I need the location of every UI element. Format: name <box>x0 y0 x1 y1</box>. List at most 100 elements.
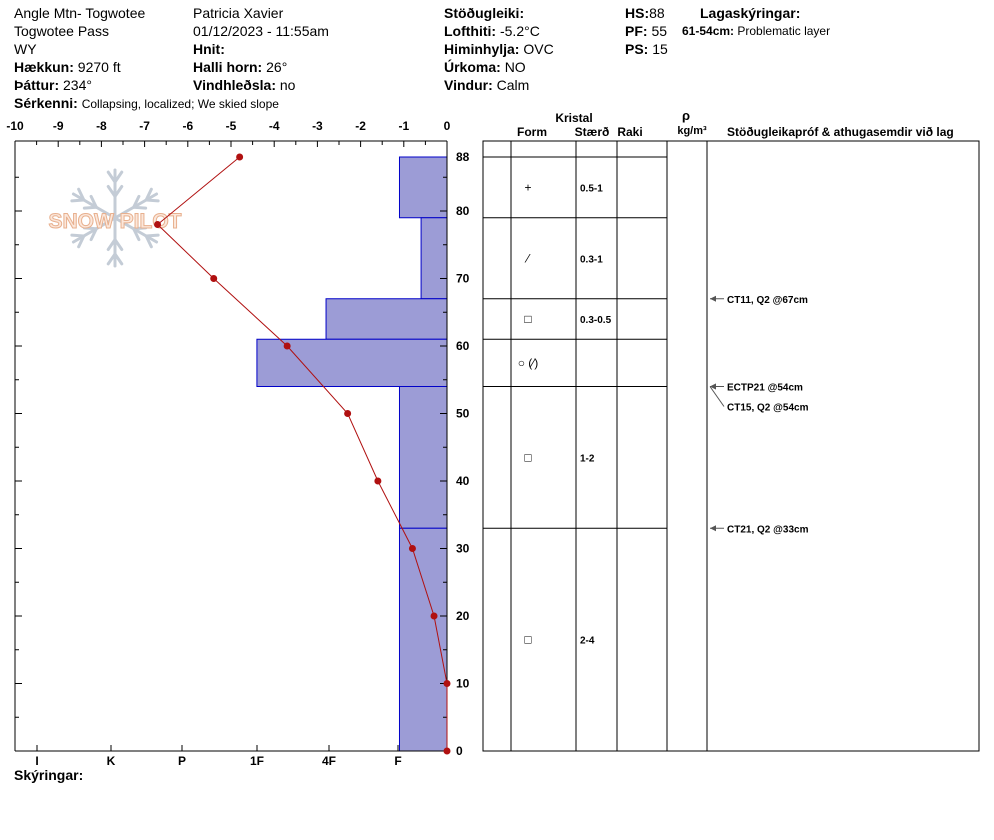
snowflake-branch <box>132 227 141 242</box>
ps-field: PS: 15 <box>625 40 668 58</box>
precip-label: Úrkoma: <box>444 59 501 75</box>
temp-point <box>443 680 451 687</box>
test-label: ECTP21 @54cm <box>727 383 803 394</box>
snowflake-branch <box>82 226 98 231</box>
depth-tick-label: 60 <box>456 339 470 353</box>
wind-value: Calm <box>496 77 530 93</box>
layer-note-text: Problematic layer <box>737 24 831 38</box>
layer-form: □ <box>524 312 531 326</box>
wind-loading-field: Vindhleðsla: no <box>193 76 295 94</box>
hardness-tick-label: F <box>394 754 401 768</box>
hardness-tick-label: 1F <box>250 754 264 768</box>
elevation-value: 9270 ft <box>77 59 121 75</box>
coords-label: Hnit: <box>193 41 225 57</box>
snowflake-branch <box>77 187 86 202</box>
layer-size: 0.3-0.5 <box>580 315 612 326</box>
hs-value: 88 <box>649 5 665 21</box>
hardness-bar <box>398 527 448 752</box>
location-name: Togwotee Pass <box>14 23 109 39</box>
ps-label: PS: <box>625 41 649 57</box>
temp-tick-label: -4 <box>269 119 280 133</box>
layer-notes-title: Lagaskýringar: <box>700 5 801 21</box>
hardness-bar <box>325 298 448 340</box>
snowflake-branch <box>144 233 160 238</box>
temp-point <box>236 153 244 161</box>
temp-point <box>210 275 218 282</box>
layer-size: 2-4 <box>580 636 595 647</box>
header-density-unit: kg/m³ <box>677 125 707 137</box>
pf-value: 55 <box>651 23 668 39</box>
snowflake-branch <box>106 238 117 252</box>
temp-point <box>374 477 382 485</box>
temp-point <box>430 612 438 620</box>
hs-label: HS: <box>625 5 650 21</box>
layer-note-range: 61-54cm: <box>682 24 735 38</box>
layer-form: □ <box>524 450 531 464</box>
notes-field: Skýringar: <box>14 766 83 784</box>
header-crystal: Kristal <box>555 111 592 125</box>
snowflake-branch <box>113 170 124 184</box>
temp-point <box>344 410 352 417</box>
header-moisture: Raki <box>617 125 642 139</box>
temp-line <box>156 156 448 751</box>
temp-tick-label: -9 <box>53 119 64 133</box>
temp-tick-label: -3 <box>312 119 323 133</box>
temp-tick-label: -7 <box>139 119 150 133</box>
hardness-bar <box>398 386 448 529</box>
snowflake-branch <box>89 194 98 209</box>
temp-point <box>283 342 291 350</box>
temp-tick-label: -6 <box>182 119 193 133</box>
depth-tick-label: 80 <box>456 204 470 218</box>
temp-tick-label: -5 <box>226 119 237 133</box>
precip-value: NO <box>504 59 526 75</box>
snowflake-branch <box>144 198 160 203</box>
stability-field: Stöðugleiki: <box>444 4 524 22</box>
hardness-bar <box>420 217 448 300</box>
snowflake-branch <box>70 233 86 238</box>
depth-tick-label: 10 <box>456 677 470 691</box>
ps-value: 15 <box>652 41 668 57</box>
snowflake-branch <box>89 227 98 242</box>
layer-notes-label: Lagaskýringar: <box>700 4 800 22</box>
watermark: SNOW PILOT <box>48 168 182 268</box>
layer-note: 61-54cm: Problematic layer <box>682 22 830 40</box>
snowflake-icon <box>70 168 160 268</box>
temperature-profile <box>154 153 451 755</box>
snowflake-branch <box>113 184 124 198</box>
stability-label: Stöðugleiki: <box>444 5 525 21</box>
table-border <box>482 140 980 752</box>
test-label: CT11, Q2 @67cm <box>727 295 808 306</box>
header-density-symbol: ρ <box>682 108 690 123</box>
layer-size: 0.5-1 <box>580 183 603 194</box>
observer-name: Patricia Xavier <box>193 5 284 21</box>
snowflake-branch <box>70 198 86 203</box>
chart-axes: -10 -9 -8 -7 -6 -5 -4 -3 -2 -1 0010203040506070808… <box>6 119 469 768</box>
temp-point <box>154 221 162 228</box>
snowflake-branch <box>82 205 98 210</box>
coords-field: Hnit: <box>193 40 225 58</box>
elevation-field: Hækkun: 9270 ft <box>14 58 121 76</box>
layer-form: ○ (⁄) <box>518 356 539 370</box>
aspect-label: Þáttur: <box>14 77 60 93</box>
sky-label: Himinhylja: <box>444 41 520 57</box>
features-label: Sérkenni: <box>14 95 78 111</box>
depth-tick-label: 40 <box>456 474 470 488</box>
aspect-value: 234° <box>63 77 92 93</box>
layer-table: +0.5-1 ⁄ 0.3-1 □ 0.3-0.5 ○ (⁄) □ 1-2 □ 2-4 CT11, Q… <box>482 140 980 752</box>
temp-point <box>408 545 416 552</box>
temp-tick-label: 0 <box>444 119 451 133</box>
depth-tick-label: 20 <box>456 609 470 623</box>
layer-form: ⁄ <box>524 251 531 265</box>
slope-field: Halli horn: 26° <box>193 58 287 76</box>
wind-loading-value: no <box>279 77 296 93</box>
header-form: Form <box>517 125 547 139</box>
test-arrow <box>709 386 725 407</box>
snowflake-branch <box>77 234 86 249</box>
aspect-field: Þáttur: 234° <box>14 76 92 94</box>
layer-form: □ <box>524 633 531 647</box>
elevation-label: Hækkun: <box>14 59 74 75</box>
test-label: CT15, Q2 @54cm <box>727 403 809 414</box>
wind-field: Vindur: Calm <box>444 76 529 94</box>
notes-label: Skýringar: <box>14 767 84 783</box>
